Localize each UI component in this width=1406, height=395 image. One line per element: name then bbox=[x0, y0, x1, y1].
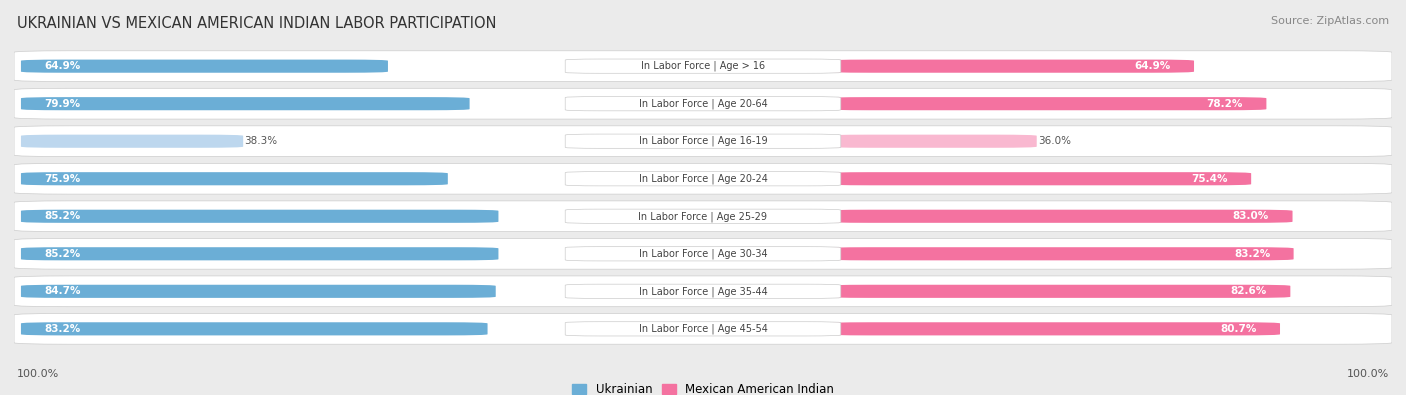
FancyBboxPatch shape bbox=[14, 51, 1392, 81]
FancyBboxPatch shape bbox=[14, 276, 1392, 307]
Text: 84.7%: 84.7% bbox=[45, 286, 82, 296]
Text: 64.9%: 64.9% bbox=[45, 61, 80, 71]
Text: In Labor Force | Age 16-19: In Labor Force | Age 16-19 bbox=[638, 136, 768, 147]
FancyBboxPatch shape bbox=[565, 322, 841, 336]
FancyBboxPatch shape bbox=[14, 201, 1392, 231]
Text: In Labor Force | Age 20-64: In Labor Force | Age 20-64 bbox=[638, 98, 768, 109]
Text: 80.7%: 80.7% bbox=[1220, 324, 1257, 334]
FancyBboxPatch shape bbox=[827, 322, 1279, 335]
FancyBboxPatch shape bbox=[21, 135, 243, 148]
FancyBboxPatch shape bbox=[827, 60, 1194, 73]
Text: 82.6%: 82.6% bbox=[1230, 286, 1267, 296]
FancyBboxPatch shape bbox=[14, 88, 1392, 119]
FancyBboxPatch shape bbox=[21, 247, 499, 260]
Text: 100.0%: 100.0% bbox=[17, 369, 59, 379]
Text: 79.9%: 79.9% bbox=[45, 99, 80, 109]
FancyBboxPatch shape bbox=[14, 314, 1392, 344]
Text: In Labor Force | Age 45-54: In Labor Force | Age 45-54 bbox=[638, 324, 768, 334]
FancyBboxPatch shape bbox=[14, 164, 1392, 194]
Text: 36.0%: 36.0% bbox=[1038, 136, 1071, 146]
FancyBboxPatch shape bbox=[565, 209, 841, 224]
Text: 85.2%: 85.2% bbox=[45, 249, 80, 259]
Text: 83.2%: 83.2% bbox=[45, 324, 80, 334]
FancyBboxPatch shape bbox=[14, 239, 1392, 269]
FancyBboxPatch shape bbox=[21, 60, 388, 73]
Text: 75.9%: 75.9% bbox=[45, 174, 80, 184]
FancyBboxPatch shape bbox=[565, 171, 841, 186]
FancyBboxPatch shape bbox=[21, 172, 449, 185]
Text: 83.2%: 83.2% bbox=[1234, 249, 1270, 259]
Text: UKRAINIAN VS MEXICAN AMERICAN INDIAN LABOR PARTICIPATION: UKRAINIAN VS MEXICAN AMERICAN INDIAN LAB… bbox=[17, 16, 496, 31]
Legend: Ukrainian, Mexican American Indian: Ukrainian, Mexican American Indian bbox=[572, 383, 834, 395]
Text: 83.0%: 83.0% bbox=[1233, 211, 1270, 221]
Text: 64.9%: 64.9% bbox=[1135, 61, 1171, 71]
Text: 78.2%: 78.2% bbox=[1206, 99, 1243, 109]
FancyBboxPatch shape bbox=[827, 172, 1251, 185]
FancyBboxPatch shape bbox=[21, 285, 496, 298]
FancyBboxPatch shape bbox=[21, 322, 488, 335]
Text: 38.3%: 38.3% bbox=[245, 136, 277, 146]
Text: 85.2%: 85.2% bbox=[45, 211, 80, 221]
FancyBboxPatch shape bbox=[565, 284, 841, 299]
FancyBboxPatch shape bbox=[21, 210, 499, 223]
FancyBboxPatch shape bbox=[14, 126, 1392, 156]
Text: In Labor Force | Age 20-24: In Labor Force | Age 20-24 bbox=[638, 173, 768, 184]
FancyBboxPatch shape bbox=[565, 134, 841, 149]
Text: In Labor Force | Age > 16: In Labor Force | Age > 16 bbox=[641, 61, 765, 71]
Text: In Labor Force | Age 30-34: In Labor Force | Age 30-34 bbox=[638, 248, 768, 259]
Text: 75.4%: 75.4% bbox=[1191, 174, 1227, 184]
FancyBboxPatch shape bbox=[21, 97, 470, 110]
Text: In Labor Force | Age 25-29: In Labor Force | Age 25-29 bbox=[638, 211, 768, 222]
FancyBboxPatch shape bbox=[565, 59, 841, 73]
FancyBboxPatch shape bbox=[565, 96, 841, 111]
Text: In Labor Force | Age 35-44: In Labor Force | Age 35-44 bbox=[638, 286, 768, 297]
FancyBboxPatch shape bbox=[827, 135, 1036, 148]
Text: Source: ZipAtlas.com: Source: ZipAtlas.com bbox=[1271, 16, 1389, 26]
FancyBboxPatch shape bbox=[827, 247, 1294, 260]
Text: 100.0%: 100.0% bbox=[1347, 369, 1389, 379]
FancyBboxPatch shape bbox=[827, 97, 1267, 110]
FancyBboxPatch shape bbox=[827, 210, 1292, 223]
FancyBboxPatch shape bbox=[827, 285, 1291, 298]
FancyBboxPatch shape bbox=[565, 246, 841, 261]
